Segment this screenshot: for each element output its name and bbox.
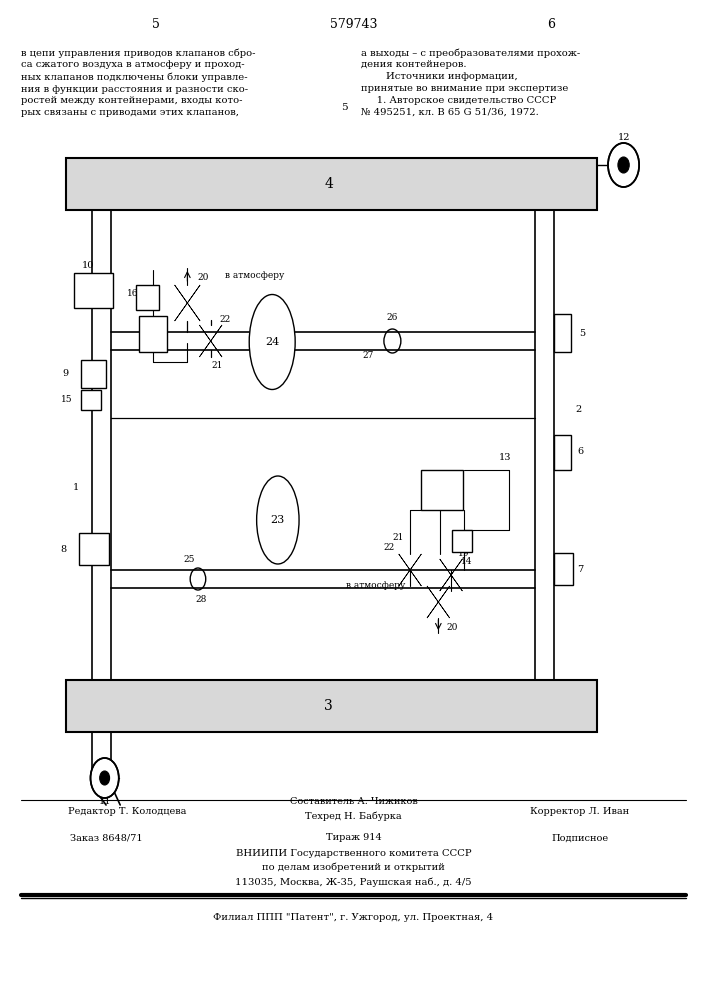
Text: 13: 13 — [499, 452, 512, 462]
Text: 28: 28 — [196, 595, 207, 604]
Text: 22: 22 — [219, 314, 230, 324]
Text: Заказ 8648/71: Заказ 8648/71 — [70, 834, 142, 842]
Text: 14: 14 — [461, 558, 472, 566]
Text: 21: 21 — [392, 534, 404, 542]
Bar — [139, 316, 167, 352]
Text: 20: 20 — [447, 622, 458, 632]
Text: 26: 26 — [387, 314, 398, 322]
Text: 16: 16 — [127, 290, 139, 298]
Text: 5: 5 — [341, 103, 348, 111]
Polygon shape — [427, 586, 450, 618]
Polygon shape — [427, 586, 450, 618]
Bar — [421, 470, 463, 510]
Text: 6: 6 — [547, 18, 556, 31]
Circle shape — [90, 758, 119, 798]
Bar — [79, 533, 109, 565]
Bar — [452, 530, 472, 552]
Text: 21: 21 — [211, 361, 223, 370]
Text: 19: 19 — [458, 548, 469, 558]
Circle shape — [618, 157, 629, 173]
Text: 19: 19 — [156, 332, 167, 340]
Bar — [66, 158, 597, 210]
Text: Тираж 914: Тираж 914 — [326, 834, 381, 842]
Text: 113035, Москва, Ж-35, Раушская наб., д. 4/5: 113035, Москва, Ж-35, Раушская наб., д. … — [235, 877, 472, 887]
Bar — [81, 390, 101, 410]
Bar — [74, 273, 113, 308]
Bar — [81, 360, 106, 388]
Text: а выходы – с преобразователями прохож-
дения контейнеров.
        Источники инфо: а выходы – с преобразователями прохож- д… — [361, 48, 580, 116]
Text: 22: 22 — [383, 544, 395, 552]
Ellipse shape — [249, 294, 296, 389]
Text: Техред Н. Бабурка: Техред Н. Бабурка — [305, 811, 402, 821]
Polygon shape — [440, 559, 462, 591]
Text: в атмосферу: в атмосферу — [225, 271, 284, 280]
Text: ВНИИПИ Государственного комитета СССР: ВНИИПИ Государственного комитета СССР — [235, 848, 472, 857]
Text: 579743: 579743 — [329, 18, 378, 31]
Polygon shape — [175, 285, 200, 321]
Text: 20: 20 — [197, 273, 209, 282]
Bar — [554, 553, 573, 585]
Circle shape — [608, 143, 639, 187]
Ellipse shape — [257, 476, 299, 564]
Text: 3: 3 — [325, 699, 333, 713]
Text: 8: 8 — [61, 544, 66, 554]
Polygon shape — [175, 285, 200, 321]
Text: 1: 1 — [74, 484, 79, 492]
Text: в атмосферу: в атмосферу — [346, 582, 406, 590]
Bar — [136, 285, 159, 310]
Text: 25: 25 — [184, 556, 195, 564]
Text: Филиал ППП "Патент", г. Ужгород, ул. Проектная, 4: Филиал ППП "Патент", г. Ужгород, ул. Про… — [214, 914, 493, 922]
Text: 5: 5 — [579, 328, 585, 338]
Text: Составитель А. Чижиков: Составитель А. Чижиков — [290, 798, 417, 806]
Text: 12: 12 — [617, 133, 630, 142]
Text: 15: 15 — [61, 395, 72, 404]
Text: в цепи управления приводов клапанов сбро-
са сжатого воздуха в атмосферу и прохо: в цепи управления приводов клапанов сбро… — [21, 48, 256, 117]
Text: 4: 4 — [325, 177, 333, 191]
Polygon shape — [399, 554, 421, 586]
Text: Корректор Л. Иван: Корректор Л. Иван — [530, 808, 629, 816]
Bar — [554, 314, 571, 352]
Polygon shape — [399, 554, 421, 586]
Text: Редактор Т. Колодцева: Редактор Т. Колодцева — [68, 808, 187, 816]
Bar — [66, 680, 597, 732]
Text: 18: 18 — [140, 330, 153, 338]
Polygon shape — [440, 559, 462, 591]
Text: 7: 7 — [578, 564, 583, 574]
Text: 27: 27 — [362, 351, 373, 360]
Text: 2: 2 — [575, 406, 581, 414]
Text: 5: 5 — [151, 18, 160, 31]
Text: 10: 10 — [82, 260, 95, 269]
Polygon shape — [199, 325, 222, 357]
Circle shape — [100, 771, 110, 785]
Text: 11: 11 — [98, 798, 111, 806]
Bar — [554, 435, 571, 470]
Text: Подписное: Подписное — [551, 834, 608, 842]
Text: 6: 6 — [578, 448, 583, 456]
Text: 17: 17 — [433, 486, 446, 494]
Text: по делам изобретений и открытий: по делам изобретений и открытий — [262, 862, 445, 872]
Text: 9: 9 — [62, 369, 68, 378]
Text: 23: 23 — [271, 515, 285, 525]
Polygon shape — [199, 325, 222, 357]
Text: 24: 24 — [265, 337, 279, 347]
